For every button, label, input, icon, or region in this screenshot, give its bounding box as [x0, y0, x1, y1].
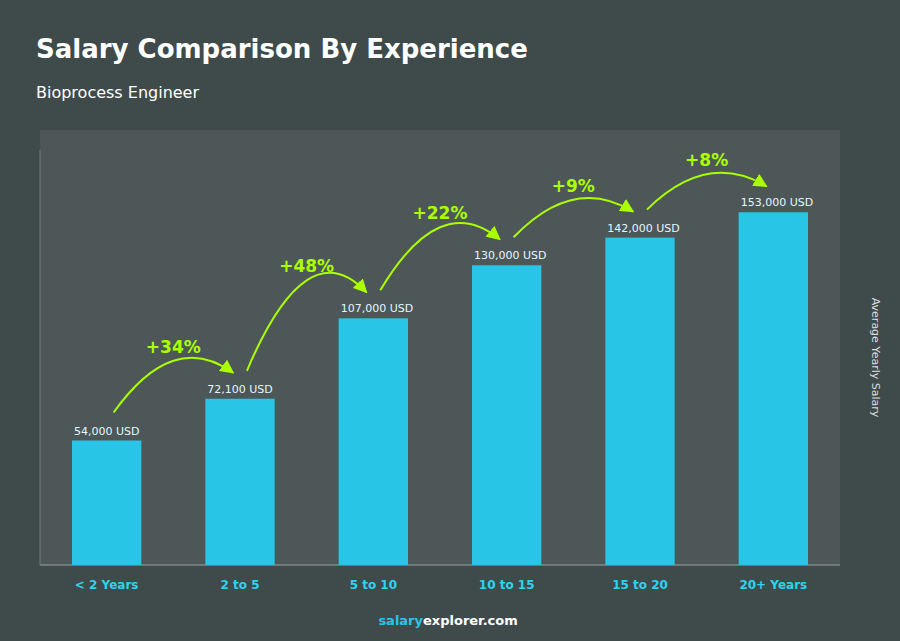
x-tick-label: 15 to 20 [612, 578, 668, 592]
data-label: 142,000 USD [607, 222, 680, 235]
watermark: explorer.com [423, 613, 518, 628]
annotation: +9% [552, 176, 595, 196]
data-label: 130,000 USD [474, 249, 547, 262]
data-label: 54,000 USD [74, 425, 140, 438]
x-tick-label: < 2 Years [75, 578, 139, 592]
data-label: 72,100 USD [207, 383, 272, 396]
annotation: +22% [413, 203, 468, 223]
growth-arrow [647, 173, 766, 210]
growth-arrow [514, 198, 633, 237]
data-label: 153,000 USD [741, 196, 814, 209]
chart: Salary Comparison By Experience Bioproces… [0, 0, 900, 641]
subtitle: Bioprocess Engineer [36, 83, 199, 102]
x-tick-label: 20+ Years [739, 578, 807, 592]
watermark: salary [378, 613, 423, 628]
title: Salary Comparison By Experience [36, 34, 528, 64]
x-tick-label: 5 to 10 [350, 578, 397, 592]
x-tick-label: 2 to 5 [220, 578, 259, 592]
y-axis-line [40, 150, 41, 565]
bar [472, 265, 541, 565]
growth-arrow [114, 358, 233, 413]
bars [72, 212, 808, 565]
x-tick-label: 10 to 15 [479, 578, 535, 592]
annotation: +48% [279, 256, 334, 276]
data-label: 107,000 USD [341, 302, 414, 315]
bar [739, 212, 808, 565]
annotation: +34% [146, 337, 201, 357]
bar [339, 318, 408, 565]
bar [605, 238, 674, 565]
background [0, 0, 900, 641]
annotation: +8% [685, 150, 728, 170]
growth-arrow [247, 273, 366, 371]
bar [72, 441, 141, 566]
plot-background [40, 130, 840, 565]
x-axis-line [40, 565, 840, 566]
growth-arrow [380, 223, 499, 290]
bar [205, 399, 274, 565]
y-axis-label: Average Yearly Salary [869, 298, 882, 418]
chart-container: Salary Comparison By Experience Bioproces… [0, 0, 900, 641]
